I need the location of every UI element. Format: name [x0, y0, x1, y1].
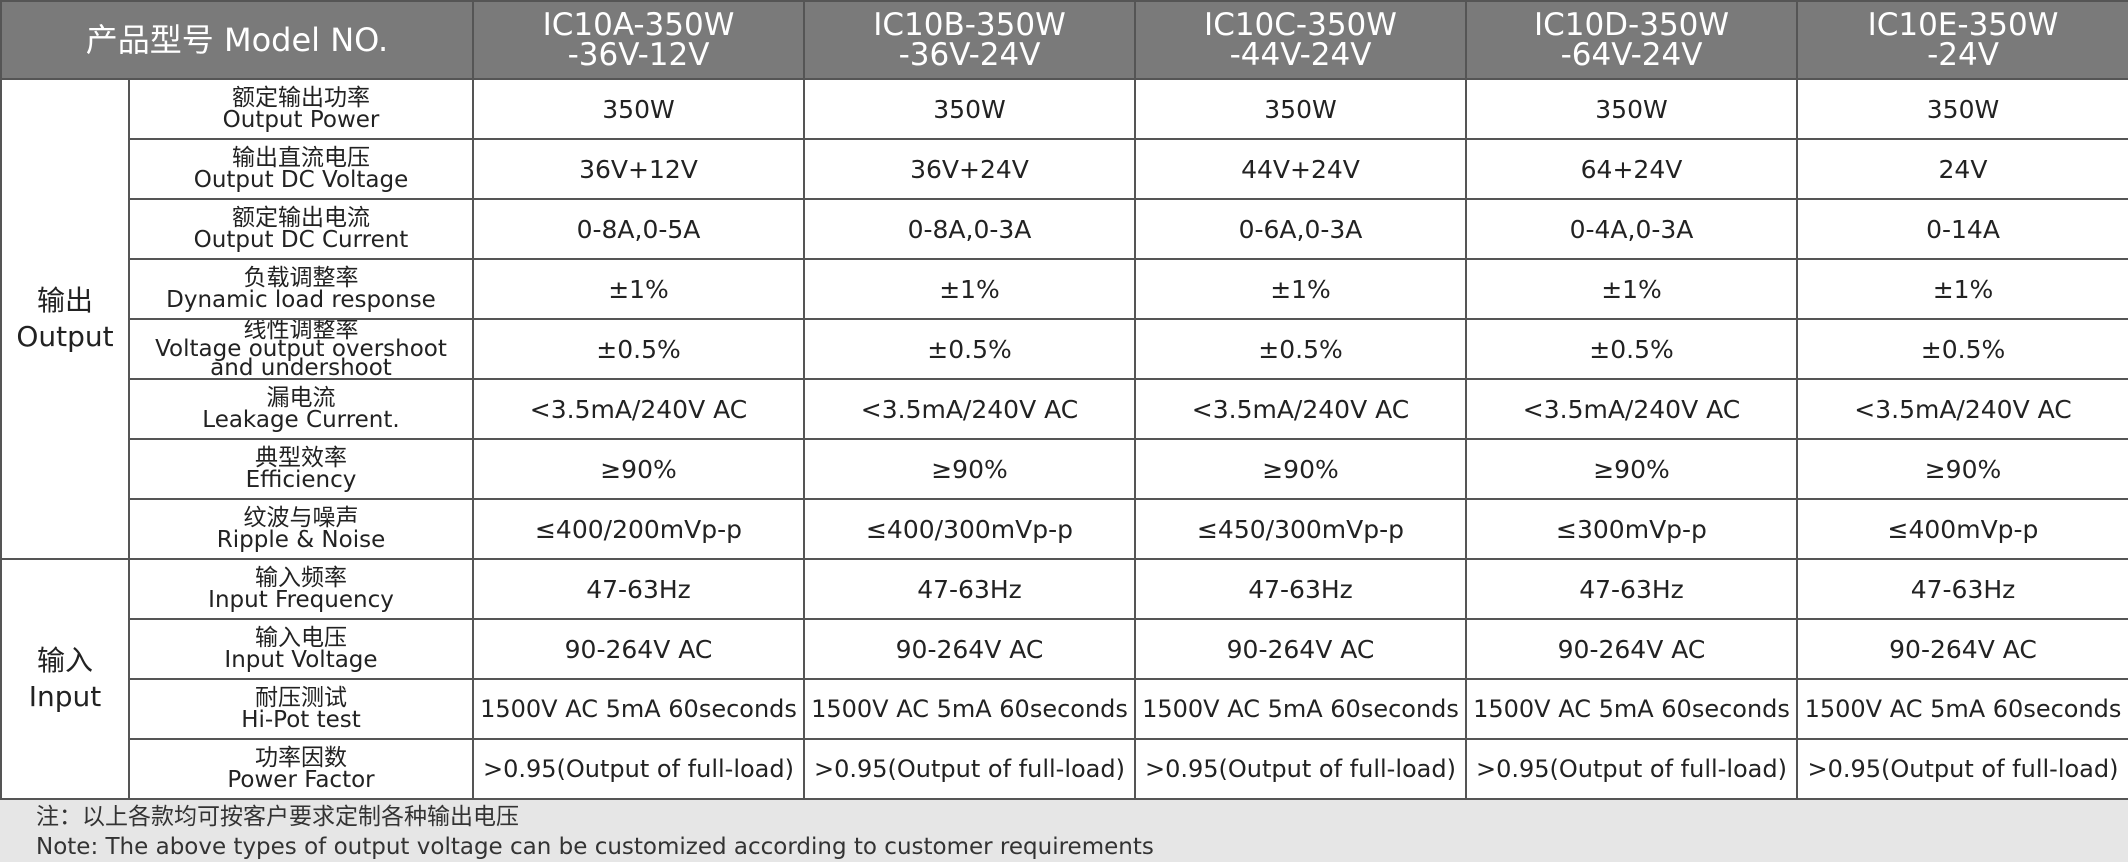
- table-row: 漏电流 Leakage Current. <3.5mA/240V AC <3.5m…: [1, 378, 2128, 440]
- parameter-label: 输入电压 Input Voltage: [128, 618, 474, 680]
- spec-value: ±0.5%: [472, 318, 805, 380]
- table-row: 输出 Output 额定输出功率 Output Power 350W 350W 35…: [0, 78, 2128, 560]
- model-header: IC10E-350W -24V: [1796, 0, 2128, 80]
- section-output-label: 输出 Output: [0, 78, 130, 560]
- model-no-label: 产品型号 Model NO.: [0, 0, 474, 80]
- note-chinese: 注：以上各款均可按客户要求定制各种输出电压: [36, 804, 519, 830]
- spec-value: 47-63Hz: [1465, 558, 1798, 620]
- note-english: Note: The above types of output voltage …: [36, 834, 1154, 860]
- spec-value: 24V: [1796, 138, 2128, 200]
- spec-value: >0.95(Output of full-load): [1465, 738, 1798, 800]
- spec-value: 47-63Hz: [1796, 558, 2128, 620]
- parameter-label: 典型效率 Efficiency: [128, 438, 474, 500]
- spec-value: ≤400mVp-p: [1796, 498, 2128, 560]
- spec-value: ±1%: [1796, 258, 2128, 320]
- parameter-label: 线性调整率 Voltage output overshoot and undersh…: [128, 318, 474, 380]
- spec-value: ≤400/200mVp-p: [472, 498, 805, 560]
- spec-value: <3.5mA/240V AC: [1465, 378, 1798, 440]
- spec-value: 0-4A,0-3A: [1465, 198, 1798, 260]
- spec-value: 350W: [803, 78, 1136, 140]
- model-header: IC10C-350W -44V-24V: [1134, 0, 1467, 80]
- note: 注：以上各款均可按客户要求定制各种输出电压 Note: The above ty…: [3, 801, 2127, 862]
- spec-value: 1500V AC 5mA 60seconds: [472, 678, 805, 740]
- section-input-label: 输入 Input: [0, 558, 130, 800]
- spec-value: ≥90%: [472, 438, 805, 500]
- spec-value: 36V+12V: [472, 138, 805, 200]
- spec-value: 90-264V AC: [1134, 618, 1467, 680]
- parameter-label: 纹波与噪声 Ripple & Noise: [128, 498, 474, 560]
- spec-value: 90-264V AC: [472, 618, 805, 680]
- spec-value: >0.95(Output of full-load): [1134, 738, 1467, 800]
- spec-value: 1500V AC 5mA 60seconds: [1465, 678, 1798, 740]
- spec-value: 0-14A: [1796, 198, 2128, 260]
- spec-value: 90-264V AC: [1465, 618, 1798, 680]
- parameter-label: 输出直流电压 Output DC Voltage: [128, 138, 474, 200]
- spec-value: ≥90%: [1796, 438, 2128, 500]
- spec-value: ±0.5%: [1465, 318, 1798, 380]
- spec-value: >0.95(Output of full-load): [472, 738, 805, 800]
- parameter-label: 负载调整率 Dynamic load response: [128, 258, 474, 320]
- note-cell: 注：以上各款均可按客户要求定制各种输出电压 Note: The above ty…: [0, 798, 2128, 862]
- table-row: 纹波与噪声 Ripple & Noise ≤400/200mVp-p ≤400/3…: [1, 498, 2128, 560]
- spec-value: <3.5mA/240V AC: [803, 378, 1136, 440]
- model-header: IC10D-350W -64V-24V: [1465, 0, 1798, 80]
- parameter-label: 漏电流 Leakage Current.: [128, 378, 474, 440]
- spec-value: >0.95(Output of full-load): [803, 738, 1136, 800]
- spec-value: ≥90%: [803, 438, 1136, 500]
- spec-value: <3.5mA/240V AC: [1796, 378, 2128, 440]
- parameter-label: 输入频率 Input Frequency: [128, 558, 474, 620]
- spec-value: 350W: [472, 78, 805, 140]
- table-row: 输入 Input 输入频率 Input Frequency 47-63Hz 47-6…: [0, 558, 2128, 800]
- spec-value: 44V+24V: [1134, 138, 1467, 200]
- table-row: 功率因数 Power Factor >0.95(Output of full-lo…: [1, 738, 2128, 800]
- table-row: 线性调整率 Voltage output overshoot and undersh…: [1, 318, 2128, 380]
- parameter-label: 额定输出电流 Output DC Current: [128, 198, 474, 260]
- spec-value: 47-63Hz: [803, 558, 1136, 620]
- spec-value: ±1%: [1465, 258, 1798, 320]
- parameter-label: 功率因数 Power Factor: [128, 738, 474, 800]
- table-row: 额定输出电流 Output DC Current 0-8A,0-5A 0-8A,0…: [1, 198, 2128, 260]
- spec-value: 1500V AC 5mA 60seconds: [1134, 678, 1467, 740]
- spec-value: ≤400/300mVp-p: [803, 498, 1136, 560]
- spec-value: >0.95(Output of full-load): [1796, 738, 2128, 800]
- spec-value: ±1%: [472, 258, 805, 320]
- table-row: 输出直流电压 Output DC Voltage 36V+12V 36V+24V …: [1, 138, 2128, 200]
- spec-value: ≤300mVp-p: [1465, 498, 1798, 560]
- spec-value: 350W: [1796, 78, 2128, 140]
- spec-value: 90-264V AC: [1796, 618, 2128, 680]
- spec-value: ±0.5%: [1134, 318, 1467, 380]
- spec-value: ≥90%: [1134, 438, 1467, 500]
- spec-value: 64+24V: [1465, 138, 1798, 200]
- spec-value: 47-63Hz: [472, 558, 805, 620]
- table-row: 输入电压 Input Voltage 90-264V AC 90-264V AC …: [1, 618, 2128, 680]
- table-row: 负载调整率 Dynamic load response ±1% ±1% ±1% ±…: [1, 258, 2128, 320]
- spec-value: 47-63Hz: [1134, 558, 1467, 620]
- spec-value: 90-264V AC: [803, 618, 1136, 680]
- spec-value: 0-8A,0-3A: [803, 198, 1136, 260]
- spec-value: <3.5mA/240V AC: [472, 378, 805, 440]
- parameter-label: 耐压测试 Hi-Pot test: [128, 678, 474, 740]
- header-row: 产品型号 Model NO. IC10A-350W -36V-12V IC10B-…: [0, 0, 2128, 80]
- spec-value: ±0.5%: [803, 318, 1136, 380]
- table-row: 耐压测试 Hi-Pot test 1500V AC 5mA 60seconds 1…: [1, 678, 2128, 740]
- spec-value: 350W: [1465, 78, 1798, 140]
- spec-value: 36V+24V: [803, 138, 1136, 200]
- spec-value: 0-8A,0-5A: [472, 198, 805, 260]
- model-header: IC10B-350W -36V-24V: [803, 0, 1136, 80]
- spec-value: ±1%: [803, 258, 1136, 320]
- spec-value: <3.5mA/240V AC: [1134, 378, 1467, 440]
- spec-value: 1500V AC 5mA 60seconds: [803, 678, 1136, 740]
- spec-value: ≤450/300mVp-p: [1134, 498, 1467, 560]
- spec-value: 350W: [1134, 78, 1467, 140]
- table-row: 典型效率 Efficiency ≥90% ≥90% ≥90% ≥90% ≥90%: [1, 438, 2128, 500]
- spec-value: 1500V AC 5mA 60seconds: [1796, 678, 2128, 740]
- note-row: 注：以上各款均可按客户要求定制各种输出电压 Note: The above ty…: [0, 798, 2128, 862]
- parameter-label: 额定输出功率 Output Power: [128, 78, 474, 140]
- spec-value: ±0.5%: [1796, 318, 2128, 380]
- model-header: IC10A-350W -36V-12V: [472, 0, 805, 80]
- spec-value: 0-6A,0-3A: [1134, 198, 1467, 260]
- spec-value: ±1%: [1134, 258, 1467, 320]
- spec-value: ≥90%: [1465, 438, 1798, 500]
